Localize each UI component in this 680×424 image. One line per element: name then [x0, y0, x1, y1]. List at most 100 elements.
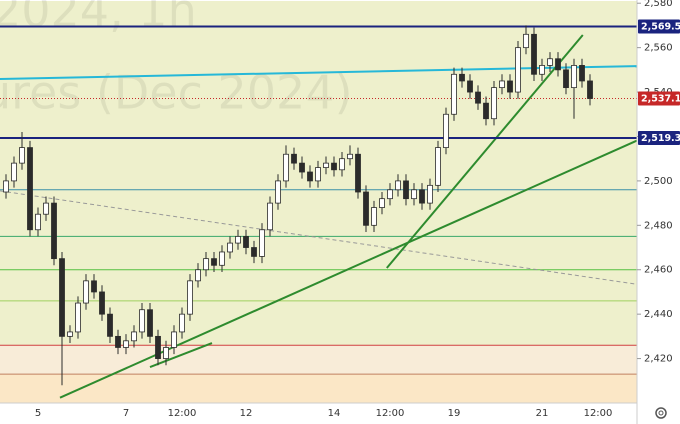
last-price-box [638, 91, 680, 106]
y-tick-label: 2,420 [644, 354, 673, 365]
candle-body [395, 180, 401, 191]
candle-body [299, 162, 305, 173]
candle-body [123, 340, 129, 348]
candle-body [371, 207, 377, 226]
candle-body [59, 258, 65, 337]
candle-body [571, 65, 577, 89]
candle-body [195, 269, 201, 282]
y-tick-label: 2,480 [644, 220, 673, 231]
candle-body [267, 202, 273, 231]
gear[interactable] [655, 407, 667, 419]
x-tick-label: 12:00 [584, 408, 613, 419]
candle-body [155, 335, 161, 359]
candle-body [403, 180, 409, 200]
candle-body [131, 331, 137, 342]
candle-body [3, 180, 9, 193]
y-tick-label: 2,560 [644, 43, 673, 54]
candle-body [419, 189, 425, 204]
last-price-label: 2,537.1 [641, 94, 680, 105]
candle-body [363, 191, 369, 226]
candle-body [11, 162, 17, 182]
candle-body [259, 229, 265, 257]
candle-body [563, 69, 569, 89]
candle-body [163, 347, 169, 359]
x-tick-label: 5 [35, 408, 41, 419]
candle-body [203, 258, 209, 271]
candle-body [75, 302, 81, 333]
candle-body [323, 162, 329, 168]
candle-body [83, 280, 89, 304]
band [0, 374, 637, 403]
y-tick-label: 2,500 [644, 176, 673, 187]
y-tick-label: 2,580 [644, 0, 673, 9]
candle-body [315, 167, 321, 182]
candle-body [219, 251, 225, 266]
x-tick-label: 21 [536, 408, 549, 419]
candle-body [331, 162, 337, 171]
candle-body [43, 202, 49, 215]
candle-body [379, 198, 385, 208]
candle-body [139, 309, 145, 333]
candle-body [443, 113, 449, 148]
candle-body [483, 102, 489, 120]
candle-body [515, 47, 521, 93]
candle-body [171, 331, 177, 348]
x-tick-label: 12 [240, 408, 253, 419]
candle-body [99, 291, 105, 315]
candle-body [307, 171, 313, 182]
candle-body [531, 33, 537, 75]
price-axis [637, 0, 680, 424]
candle-body [339, 158, 345, 171]
marked-level-label: 2,569.5 [641, 22, 680, 33]
candle-body [539, 65, 545, 75]
candle-body [235, 236, 241, 244]
settings-icon[interactable] [655, 407, 667, 419]
trend-line [149, 342, 213, 368]
candle-body [91, 280, 97, 293]
candle-body [107, 313, 113, 337]
candle-body [251, 247, 257, 257]
gear-center[interactable] [658, 410, 664, 416]
watermark: 2024, 1h [0, 0, 197, 38]
candle-body [211, 258, 217, 266]
candle-body [19, 147, 25, 164]
candle-body [467, 80, 473, 93]
marked-level-box [638, 19, 680, 34]
candle-body [587, 80, 593, 99]
candle-body [27, 147, 33, 231]
candle-body [491, 87, 497, 120]
candle-body [547, 58, 553, 66]
candle-body [411, 189, 417, 200]
x-tick-label: 19 [448, 408, 461, 419]
candle-body [187, 280, 193, 315]
candle-body [67, 331, 73, 337]
candle-body [523, 33, 529, 49]
candle-body [435, 147, 441, 186]
candle-body [291, 153, 297, 164]
candle-body [179, 313, 185, 333]
candle-body [451, 73, 457, 115]
candle-body [147, 309, 153, 337]
candle-body [227, 242, 233, 253]
candle-body [35, 213, 41, 231]
candle-body [427, 184, 433, 204]
candle-body [115, 335, 121, 348]
time-axis [0, 403, 637, 424]
candle-body [275, 180, 281, 204]
candle-body [507, 80, 513, 93]
candle-body [283, 153, 289, 182]
candle-body [387, 189, 393, 200]
marked-level-box [638, 131, 680, 146]
background [0, 1, 637, 403]
candle-body [243, 236, 249, 248]
candle-body [355, 153, 361, 193]
candle-body [459, 73, 465, 82]
candle-body [499, 80, 505, 89]
trend-line [0, 190, 635, 285]
band [0, 345, 637, 375]
candle-body [51, 202, 57, 260]
x-tick-label: 7 [123, 408, 129, 419]
x-tick-label: 12:00 [376, 408, 405, 419]
